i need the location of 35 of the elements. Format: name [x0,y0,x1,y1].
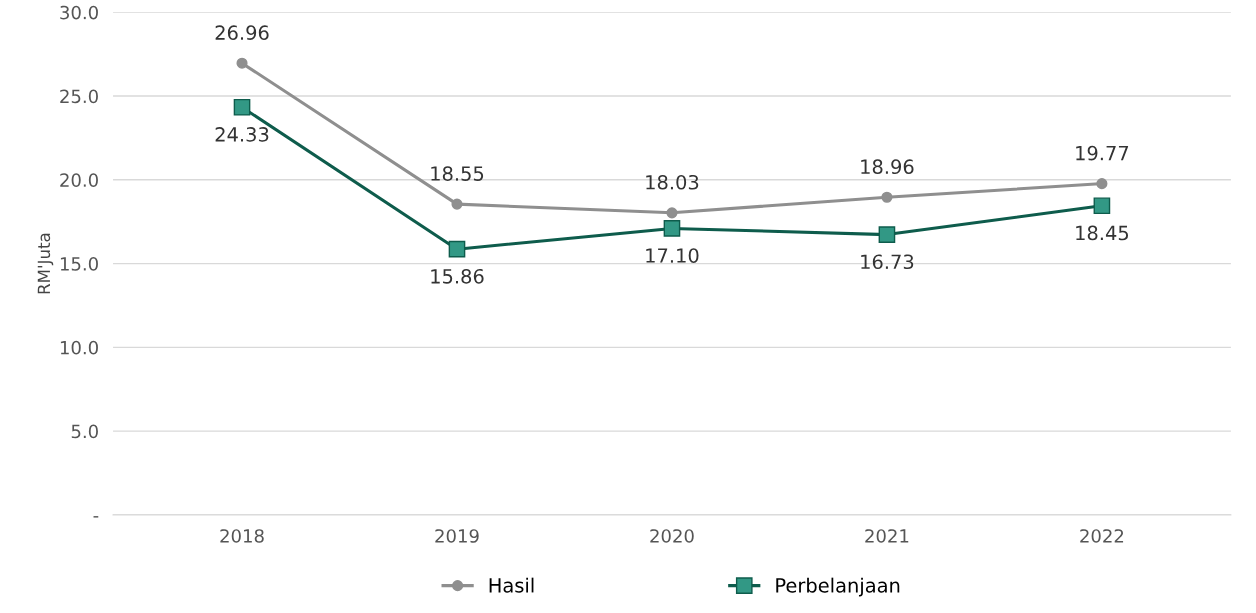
y-axis-title: RM'Juta [37,233,54,294]
data-label: 18.96 [861,159,914,175]
point [881,191,893,203]
data-label: 16.73 [861,254,914,270]
y-tick-label: 5.0 [71,424,98,439]
y-tick-label: 15.0 [60,257,98,271]
x-tick-label: 2022 [1080,529,1124,543]
data-label: 24.33 [215,127,269,142]
point [1093,197,1111,215]
data-label: 18.03 [646,174,699,190]
y-tick-label: 30.0 [60,5,98,20]
legend-label: Perbelanjaan [776,577,900,597]
y-tick-label: - [93,516,99,518]
data-label: 18.45 [1076,225,1129,241]
point [448,240,466,258]
data-label: 19.77 [1076,145,1129,161]
point [233,98,251,116]
point [878,226,896,243]
data-label: 26.96 [215,25,269,40]
y-tick-label: 10.0 [60,340,98,355]
data-label: 17.10 [646,248,699,263]
point [1096,178,1108,190]
x-tick-label: 2019 [435,529,479,543]
x-tick-label: 2018 [220,529,264,543]
point [236,57,248,69]
data-label: 18.55 [431,166,484,181]
x-tick-label: 2020 [650,529,694,543]
legend-label: Hasil [489,577,534,593]
x-tick-label: 2021 [865,529,909,543]
point [666,207,678,219]
point [451,198,463,210]
y-tick-label: 25.0 [60,89,98,104]
point [663,220,681,237]
data-label: 15.86 [431,268,484,284]
y-tick-label: 20.0 [60,173,98,187]
